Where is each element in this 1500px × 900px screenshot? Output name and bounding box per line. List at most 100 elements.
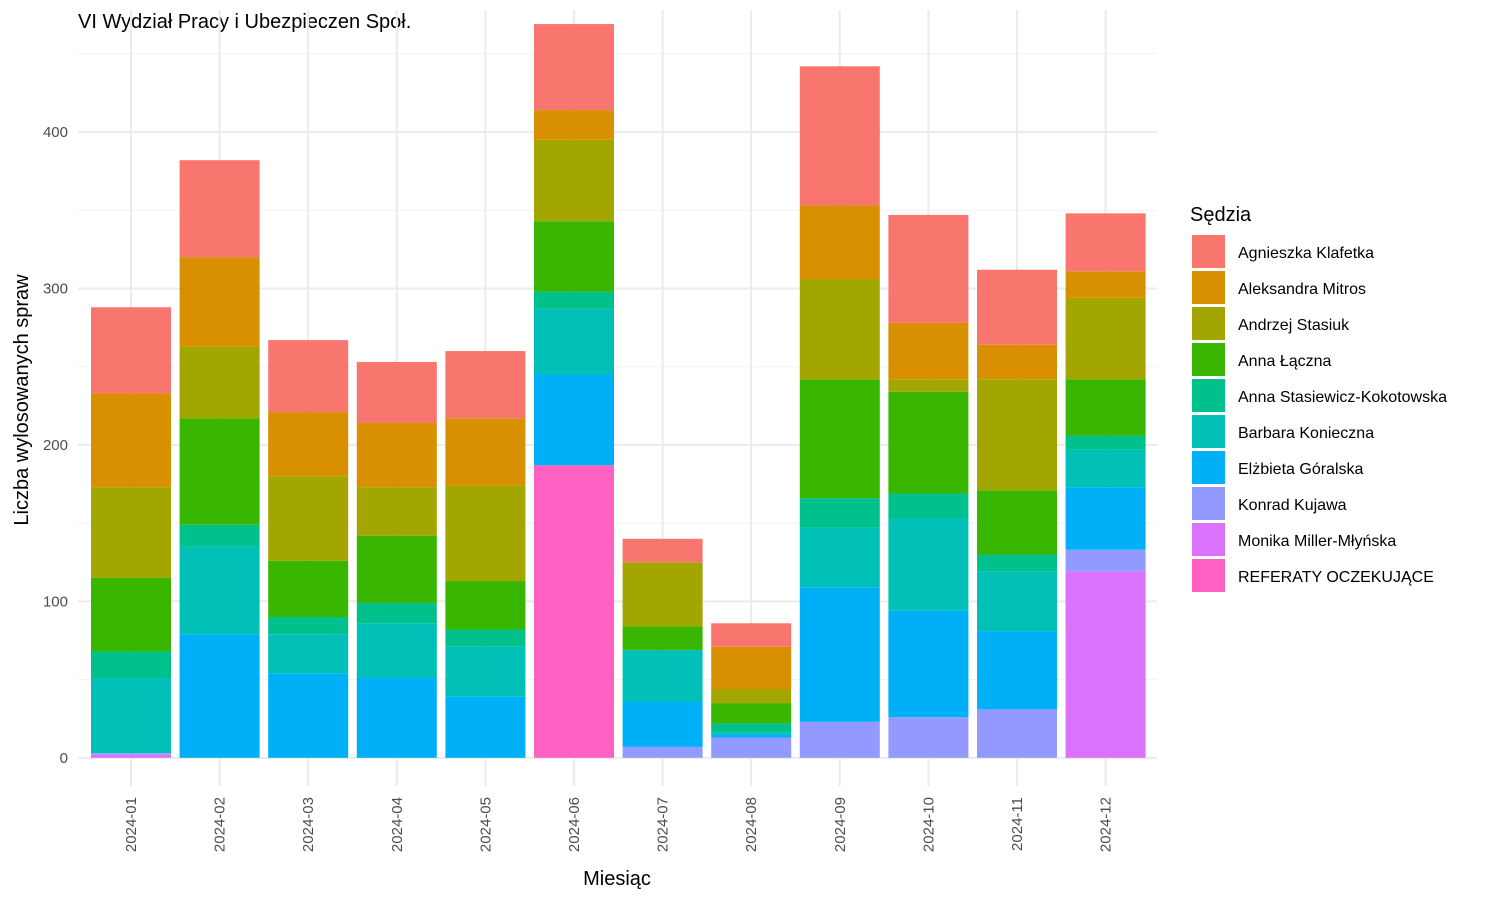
legend-swatch [1192, 559, 1225, 592]
legend-label: Anna Łączna [1238, 353, 1332, 370]
bar-segment [977, 379, 1057, 491]
x-axis-ticks: 2024-01 2024-02 2024-03 2024-04 2024-05 2024-… [123, 797, 1115, 852]
bar-segment [268, 412, 349, 477]
bar-segment [91, 307, 171, 394]
bar-segment [1065, 297, 1146, 380]
legend-swatch [1192, 379, 1225, 412]
bar-segment [534, 374, 614, 466]
bar-segment [91, 487, 171, 578]
bar-segment [356, 602, 437, 624]
bar-segment [888, 214, 969, 323]
bar-segment [356, 423, 437, 488]
bar-segment [179, 524, 260, 547]
y-tick-label: 100 [43, 593, 68, 610]
bar-segment [711, 646, 792, 689]
bar-segment [977, 554, 1057, 572]
bar-segment [888, 322, 969, 380]
y-tick-label: 300 [43, 280, 68, 297]
bar-segment [977, 490, 1057, 555]
legend-label: Agnieszka Klafetka [1238, 245, 1374, 262]
bar-segment [799, 66, 880, 206]
bars [91, 24, 1146, 758]
legend-swatch [1192, 307, 1225, 340]
chart-title: VI Wydział Pracy i Ubezpieczen Społ. [78, 11, 411, 33]
bar-segment [91, 577, 171, 652]
bar-segment [622, 701, 703, 747]
bar-segment [711, 689, 792, 704]
bar-segment [711, 703, 792, 724]
legend-label: Monika Miller-Młyńska [1238, 533, 1396, 550]
bar-segment [534, 465, 614, 758]
bar-segment [799, 205, 880, 280]
bar-segment [977, 709, 1057, 758]
bar-segment [91, 651, 171, 679]
bar-segment [268, 340, 349, 413]
legend-swatch [1192, 343, 1225, 376]
bar-segment [356, 623, 437, 679]
legend-swatch [1192, 415, 1225, 448]
bar-segment [1065, 379, 1146, 436]
legend-swatch [1192, 451, 1225, 484]
bar-segment [534, 291, 614, 309]
x-tick-label: 2024-02 [212, 797, 229, 852]
bar-segment [356, 487, 437, 536]
bar-segment [1065, 435, 1146, 450]
bar-segment [445, 696, 526, 758]
legend-label: Andrzej Stasiuk [1238, 317, 1350, 334]
bar-segment [977, 344, 1057, 380]
y-axis-ticks: 0 100 200 300 400 [43, 124, 68, 767]
bar-segment [91, 393, 171, 488]
bar-segment [356, 535, 437, 603]
x-tick-label: 2024-01 [123, 797, 140, 852]
x-tick-label: 2024-03 [300, 797, 317, 852]
bar-segment [622, 746, 703, 758]
bar-segment [622, 626, 703, 650]
bar-segment [534, 139, 614, 222]
x-tick-label: 2024-04 [389, 797, 406, 852]
bar-segment [799, 587, 880, 722]
bar-segment [1065, 213, 1146, 272]
bar-segment [91, 753, 171, 755]
bar-segment [888, 518, 969, 611]
bar-segment [799, 527, 880, 588]
legend-label: Elżbieta Góralska [1238, 461, 1363, 478]
bar-segment [711, 623, 792, 647]
legend-swatch [1192, 271, 1225, 304]
bar-segment [622, 538, 703, 563]
y-tick-label: 200 [43, 437, 68, 454]
bar-segment [888, 610, 969, 718]
legend-title: Sędzia [1190, 204, 1252, 226]
x-tick-label: 2024-08 [743, 797, 760, 852]
x-tick-label: 2024-06 [566, 797, 583, 852]
bar-segment [977, 571, 1057, 632]
legend: Sędzia Agnieszka Klafetka Aleksandra Mitr… [1190, 204, 1447, 592]
bar-segment [179, 160, 260, 258]
bar-segment [977, 631, 1057, 710]
x-tick-label: 2024-05 [477, 797, 494, 852]
bar-segment [888, 391, 969, 494]
bar-segment [977, 269, 1057, 345]
bar-segment [622, 562, 703, 627]
bar-segment [888, 717, 969, 758]
legend-swatch [1192, 487, 1225, 520]
bar-segment [799, 379, 880, 499]
legend-swatch [1192, 523, 1225, 556]
bar-segment [179, 346, 260, 419]
bar-segment [268, 476, 349, 561]
bar-segment [91, 678, 171, 754]
bar-segment [179, 634, 260, 758]
bar-segment [799, 498, 880, 528]
x-tick-label: 2024-07 [655, 797, 672, 852]
y-tick-label: 400 [43, 124, 68, 141]
bar-segment [1065, 449, 1146, 488]
bar-segment [534, 308, 614, 375]
bar-segment [711, 737, 792, 758]
bar-segment [711, 732, 792, 735]
bar-segment [711, 723, 792, 733]
x-axis-title: Miesiąc [583, 868, 651, 890]
bar-segment [1065, 571, 1146, 758]
legend-label: Konrad Kujawa [1238, 497, 1347, 514]
legend-label: REFERATY OCZEKUJĄCE [1238, 569, 1434, 586]
bar-segment [445, 351, 526, 419]
